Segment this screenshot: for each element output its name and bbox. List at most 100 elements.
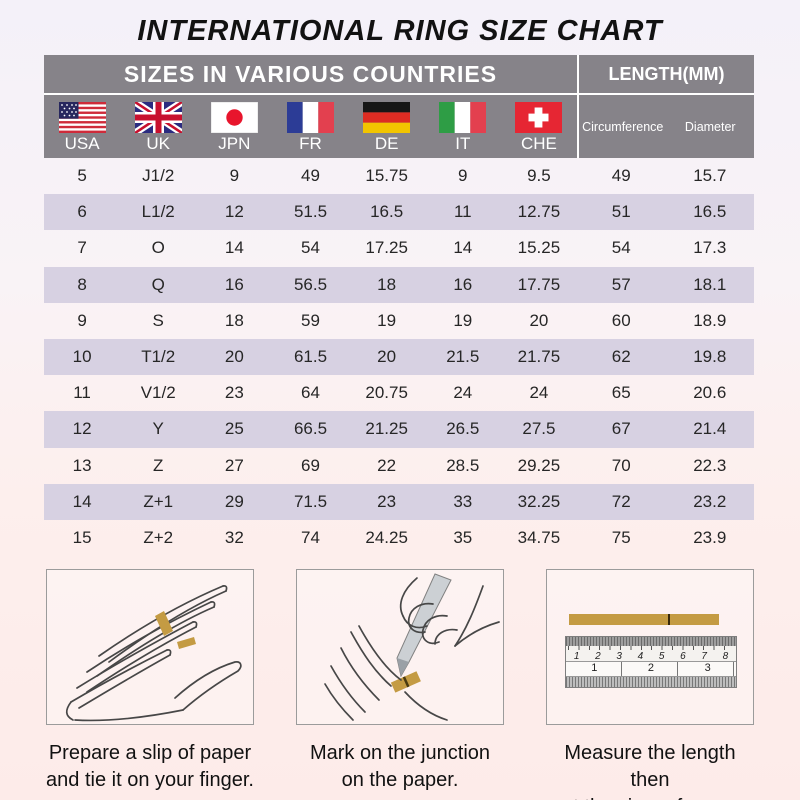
table-cell: 69 [301, 455, 320, 475]
table-row: 6 L1/2 12 51.5 16.5 11 12.75 51 16.5 [44, 194, 754, 231]
table-cell: 22 [377, 455, 397, 475]
table-cell: 15 [72, 527, 92, 547]
table-cell: O [151, 238, 165, 258]
country-column-it: IT [425, 95, 501, 158]
table-cell: 70 [611, 455, 631, 475]
table-cell: 15.25 [517, 238, 561, 258]
table-cell: 19 [453, 310, 473, 330]
step-1-caption: Prepare a slip of paper and tie it on yo… [46, 740, 254, 794]
table-cell: 72 [611, 491, 631, 511]
ruler-cm-ticks [568, 646, 734, 650]
circumference-header: Circumference [582, 119, 664, 134]
caption-line: on the paper. [341, 769, 459, 791]
caption-line: get the circumference. [551, 796, 749, 800]
table-cell: 20 [529, 310, 549, 330]
table-cell: 16.5 [693, 202, 727, 222]
table-cell: 25 [224, 419, 244, 439]
pen-marking-paper-illustration [296, 569, 504, 725]
table-cell: T1/2 [141, 347, 176, 367]
table-cell: 9 [229, 166, 240, 186]
caption-line: and tie it on your finger. [46, 769, 254, 791]
table-cell: 23.2 [693, 491, 727, 511]
table-cell: 5 [77, 166, 87, 186]
table-cell: 17.3 [693, 238, 727, 258]
table-cell: 32.25 [517, 491, 561, 511]
usa-flag-icon [58, 102, 106, 133]
table-cell: 22.3 [693, 455, 727, 475]
table-cell: L1/2 [141, 202, 175, 222]
table-cell: 64 [301, 383, 320, 403]
caption-line: Prepare a slip of paper [48, 742, 252, 764]
table-cell: 17.25 [365, 238, 408, 258]
table-cell: 60 [611, 310, 631, 330]
table-cell: 13 [72, 455, 92, 475]
step-3-caption: Measure the length then get the circumfe… [546, 740, 754, 800]
pen-and-hands-drawing-icon [324, 573, 500, 721]
hand-drawing-icon [65, 585, 242, 722]
ring-size-table: SIZES IN VARIOUS COUNTRIES LENGTH(MM) [44, 55, 754, 556]
table-cell: 27.5 [522, 419, 556, 439]
table-cell: 71.5 [293, 491, 328, 511]
table-cell: 16 [453, 274, 473, 294]
table-cell: 12 [72, 419, 92, 439]
table-row: 9 S 18 59 19 19 20 60 18.9 [44, 303, 754, 339]
country-column-che: CHE [501, 95, 577, 158]
table-cell: 17.75 [517, 274, 561, 294]
table-cell: 56.5 [293, 274, 328, 294]
ruler-number: 7 [701, 651, 707, 662]
table-cell: 11 [73, 383, 91, 403]
country-code-label: DE [374, 134, 399, 153]
table-cell: 23.9 [693, 527, 727, 547]
table-cell: 8 [77, 274, 87, 294]
ruler-bottom-band [566, 676, 736, 687]
table-cell: 18.9 [693, 310, 727, 330]
ruler-number: 1 [591, 662, 598, 674]
table-cell: 21.5 [446, 347, 480, 367]
table-cell: 19.8 [693, 347, 727, 367]
ruler-number: 3 [704, 662, 711, 674]
table-cell: 62 [611, 347, 631, 367]
table-cell: 20 [224, 347, 244, 367]
table-cell: 12.75 [517, 202, 561, 222]
table-cell: 9 [458, 166, 468, 186]
table-cell: 66.5 [293, 419, 328, 439]
diameter-header: Diameter [684, 119, 736, 134]
table-cell: 61.5 [293, 347, 328, 367]
table-cell: 21.25 [365, 419, 408, 439]
instruction-step-1: Prepare a slip of paper and tie it on yo… [46, 569, 254, 800]
table-cell: 24 [453, 383, 473, 403]
table-cell: Z [153, 455, 164, 475]
ruler-number: 2 [647, 662, 655, 674]
table-row: 13 Z 27 69 22 28.5 29.25 70 22.3 [44, 448, 754, 484]
table-cell: 20.75 [365, 383, 408, 403]
ruler-inch-numbers: 1 2 3 [566, 662, 736, 674]
table-cell: 18 [224, 310, 244, 330]
table-row: 11 V1/2 23 64 20.75 24 24 65 20.6 [44, 375, 754, 411]
hand-with-paper-strip-illustration [46, 569, 254, 725]
country-column-jpn: JPN [196, 95, 272, 158]
switzerland-flag-icon [515, 102, 563, 133]
caption-line: Measure the length then [564, 742, 736, 791]
country-cells: USA UK [44, 95, 577, 158]
table-cell: Z+2 [143, 527, 174, 547]
table-cell: 24.25 [365, 527, 408, 547]
table-row: 5 J1/2 9 49 15.75 9 9.5 49 15.7 [44, 158, 754, 194]
ruler-cm-scale: 1 2 3 4 5 6 7 8 [566, 646, 736, 662]
section-header-row: SIZES IN VARIOUS COUNTRIES LENGTH(MM) [44, 55, 754, 95]
country-column-fr: FR [272, 95, 348, 158]
table-cell: 28.5 [446, 455, 480, 475]
table-row: 8 Q 16 56.5 18 16 17.75 57 18.1 [44, 266, 754, 303]
table-row: 12 Y 25 66.5 21.25 26.5 27.5 67 21.4 [44, 411, 754, 448]
table-cell: 29 [224, 491, 244, 511]
table-cell: 49 [611, 166, 631, 186]
table-cell: 23 [224, 383, 244, 403]
ruler-number: 3 [616, 651, 622, 662]
table-cell: 51.5 [293, 202, 328, 222]
table-cell: 23 [377, 491, 397, 511]
table-cell: 16 [224, 274, 244, 294]
table-cell: 19 [377, 310, 397, 330]
